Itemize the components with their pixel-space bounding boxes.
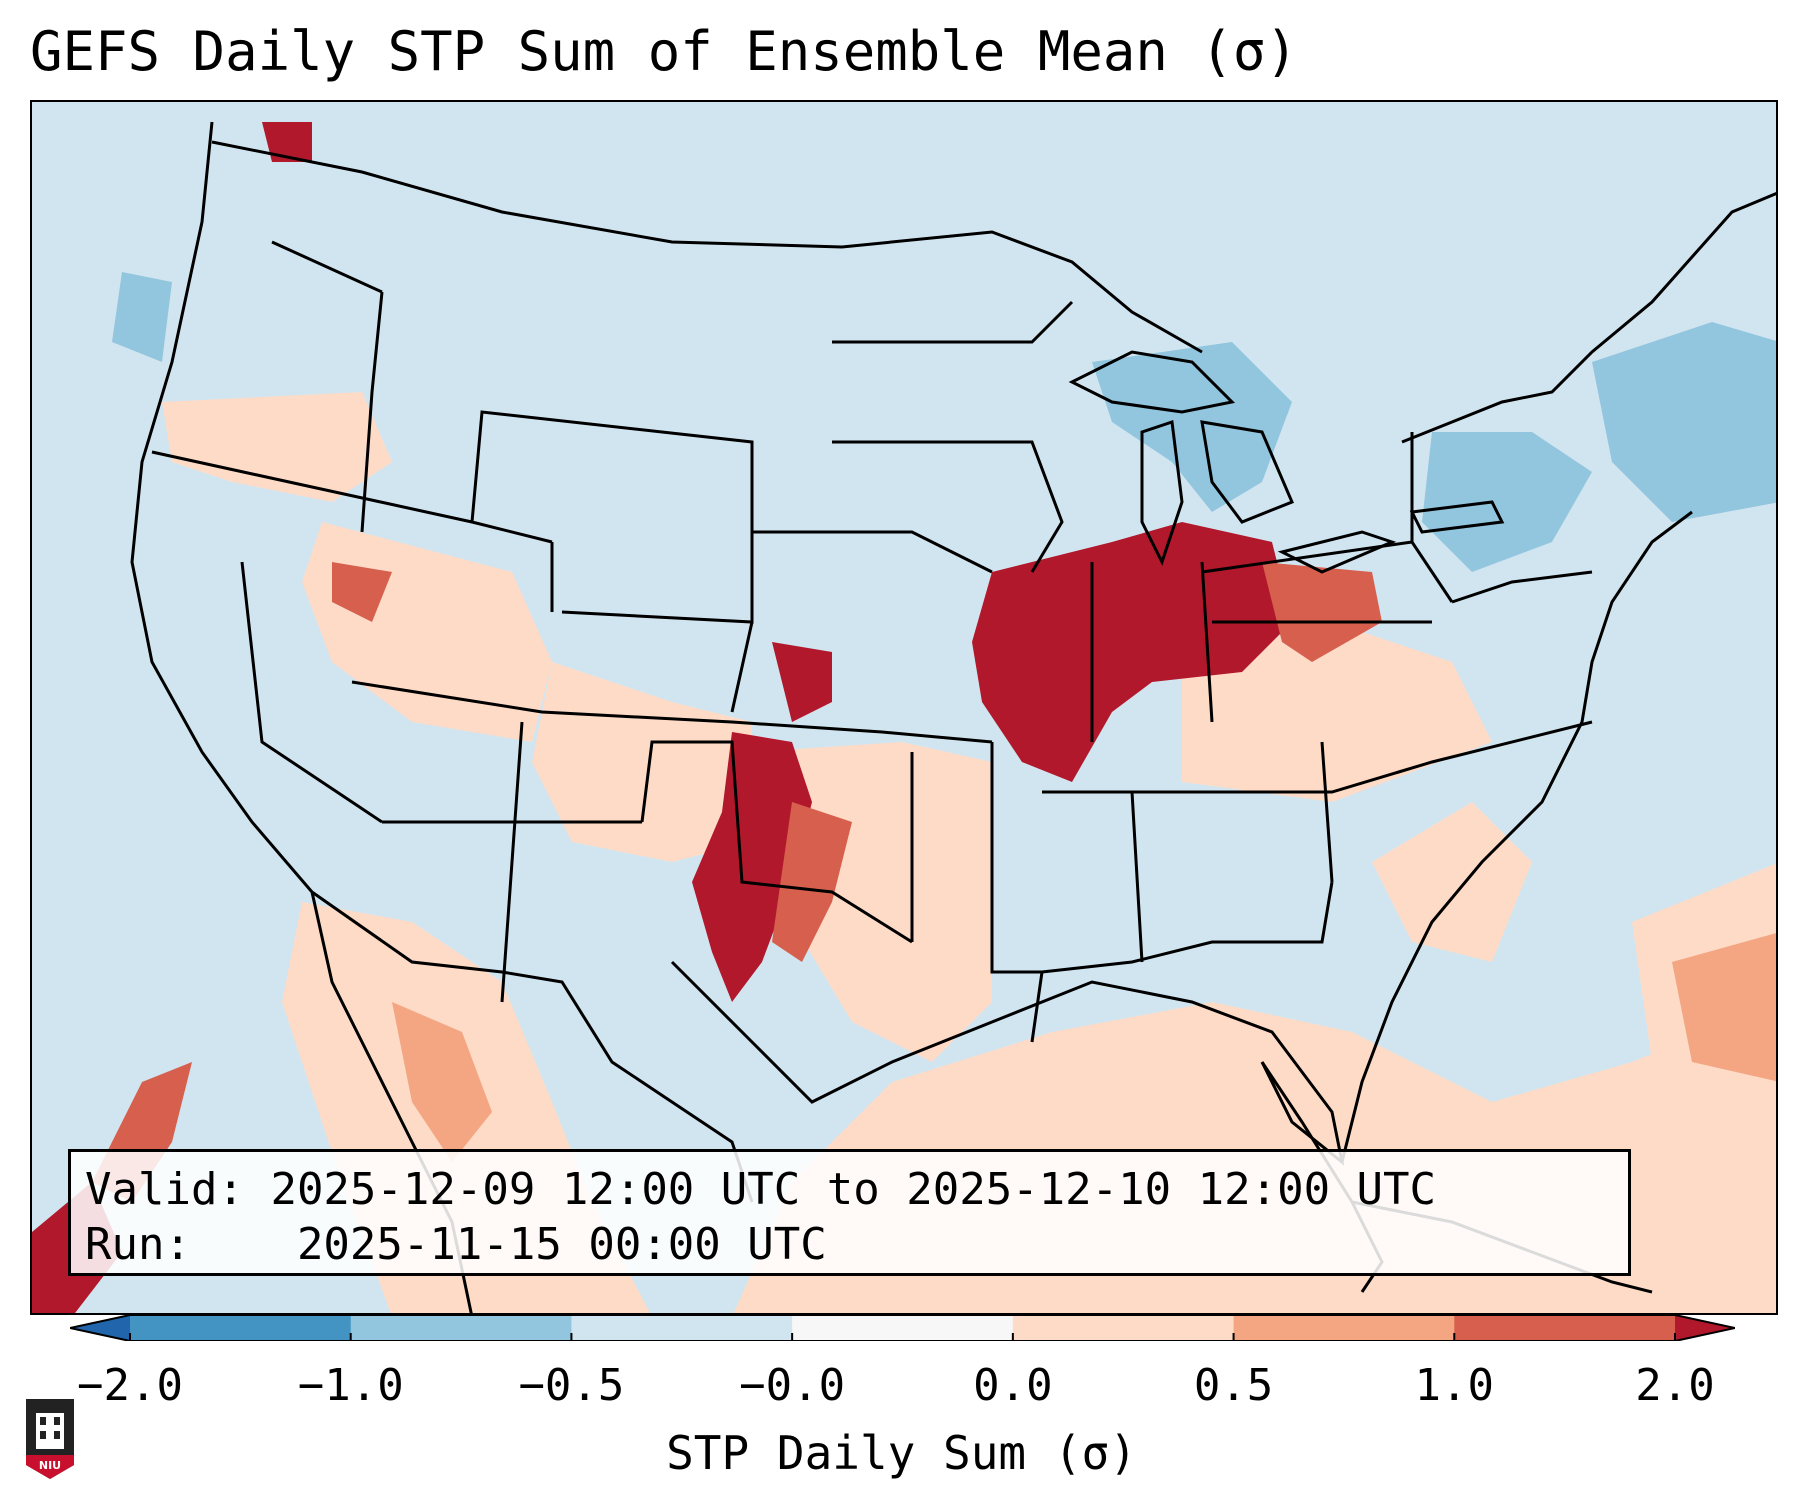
colorbar-tick-label: 2.0 [1635, 1360, 1715, 1411]
four-corners-anomaly-region [532, 662, 752, 862]
montana-strong-anomaly [262, 122, 312, 162]
validity-info-box: Valid: 2025-12-09 12:00 UTC to 2025-12-1… [68, 1149, 1631, 1276]
atlantic-anomaly-strong [1672, 933, 1776, 1082]
colorbar-extend-low [70, 1315, 130, 1341]
northeast-negative-region [1422, 432, 1592, 572]
valid-label: Valid: [85, 1164, 244, 1215]
midwest-strong-anomaly [972, 522, 1292, 782]
atlantic-coastline [1340, 510, 1693, 1163]
lake-erie [1277, 530, 1397, 574]
colorbar-extend-high [1675, 1315, 1735, 1341]
canada-east-negative-region [1592, 322, 1776, 522]
state-lines [151, 240, 1593, 1043]
colorbar-bin [1012, 1315, 1235, 1341]
colorbar-bin [571, 1315, 793, 1341]
us-mexico-border [311, 890, 754, 1203]
stp-shading-layer [32, 122, 1776, 1313]
colorbar-tick-label: 0.5 [1193, 1360, 1274, 1411]
colorbar-bin [792, 1315, 1014, 1341]
lake-huron [1200, 420, 1294, 524]
idaho-moderate-anomaly [332, 562, 392, 622]
west-anomaly-region [162, 392, 392, 502]
ohio-valley-anomaly-region [1182, 622, 1492, 802]
southern-plains-moderate-anomaly [772, 802, 852, 962]
colorbar-bin [1233, 1315, 1455, 1341]
great-lakes-negative-region [1092, 342, 1292, 512]
colorbar-tick-label: 0.0 [973, 1360, 1053, 1411]
mexico-anomaly-strong [392, 1002, 492, 1162]
niu-logo: NIU [22, 1395, 78, 1485]
colorbar-tick-labels: −2.0 −1.0 −0.5 −0.0 0.0 0.5 1.0 2.0 [0, 1360, 1803, 1420]
colorbar [69, 1314, 1736, 1342]
colorbar-svg [69, 1314, 1736, 1342]
valid-value: 2025-12-09 12:00 UTC to 2025-12-10 12:00… [270, 1164, 1437, 1215]
pacific-negative-patch [112, 272, 172, 362]
west-coastline [130, 121, 314, 893]
map-panel [30, 100, 1778, 1315]
colorbar-tick-label: 1.0 [1414, 1360, 1495, 1411]
chart-title: GEFS Daily STP Sum of Ensemble Mean (σ) [30, 20, 1298, 83]
us-canada-border [211, 140, 1203, 354]
run-value: 2025-11-15 00:00 UTC [296, 1219, 827, 1270]
us-canada-border-east [1401, 192, 1776, 444]
midwest-strong-anomaly-edge [1262, 562, 1382, 662]
colorbar-bin [1454, 1315, 1676, 1341]
lake-superior [1068, 350, 1236, 414]
niu-logo-graphic: NIU [26, 1399, 74, 1479]
colorbar-label: STP Daily Sum (σ) [666, 1426, 1137, 1480]
colorbar-bin [350, 1315, 572, 1341]
map-canvas [32, 121, 1776, 1313]
colorbar-bin [130, 1315, 352, 1341]
logo-text: NIU [39, 1459, 61, 1472]
southeast-coast-anomaly [1372, 802, 1532, 962]
colorbar-tick-label: −2.0 [77, 1360, 183, 1411]
lake-ontario [1409, 500, 1505, 534]
lake-michigan [1140, 419, 1184, 566]
kansas-strong-anomaly [772, 642, 832, 722]
run-label: Run: [85, 1219, 191, 1270]
colorbar-tick-label: −1.0 [297, 1360, 404, 1411]
colorbar-tick-label: −0.5 [518, 1360, 625, 1411]
southern-plains-strong-anomaly [692, 732, 812, 1002]
colorbar-tick-label: −0.0 [739, 1360, 846, 1411]
